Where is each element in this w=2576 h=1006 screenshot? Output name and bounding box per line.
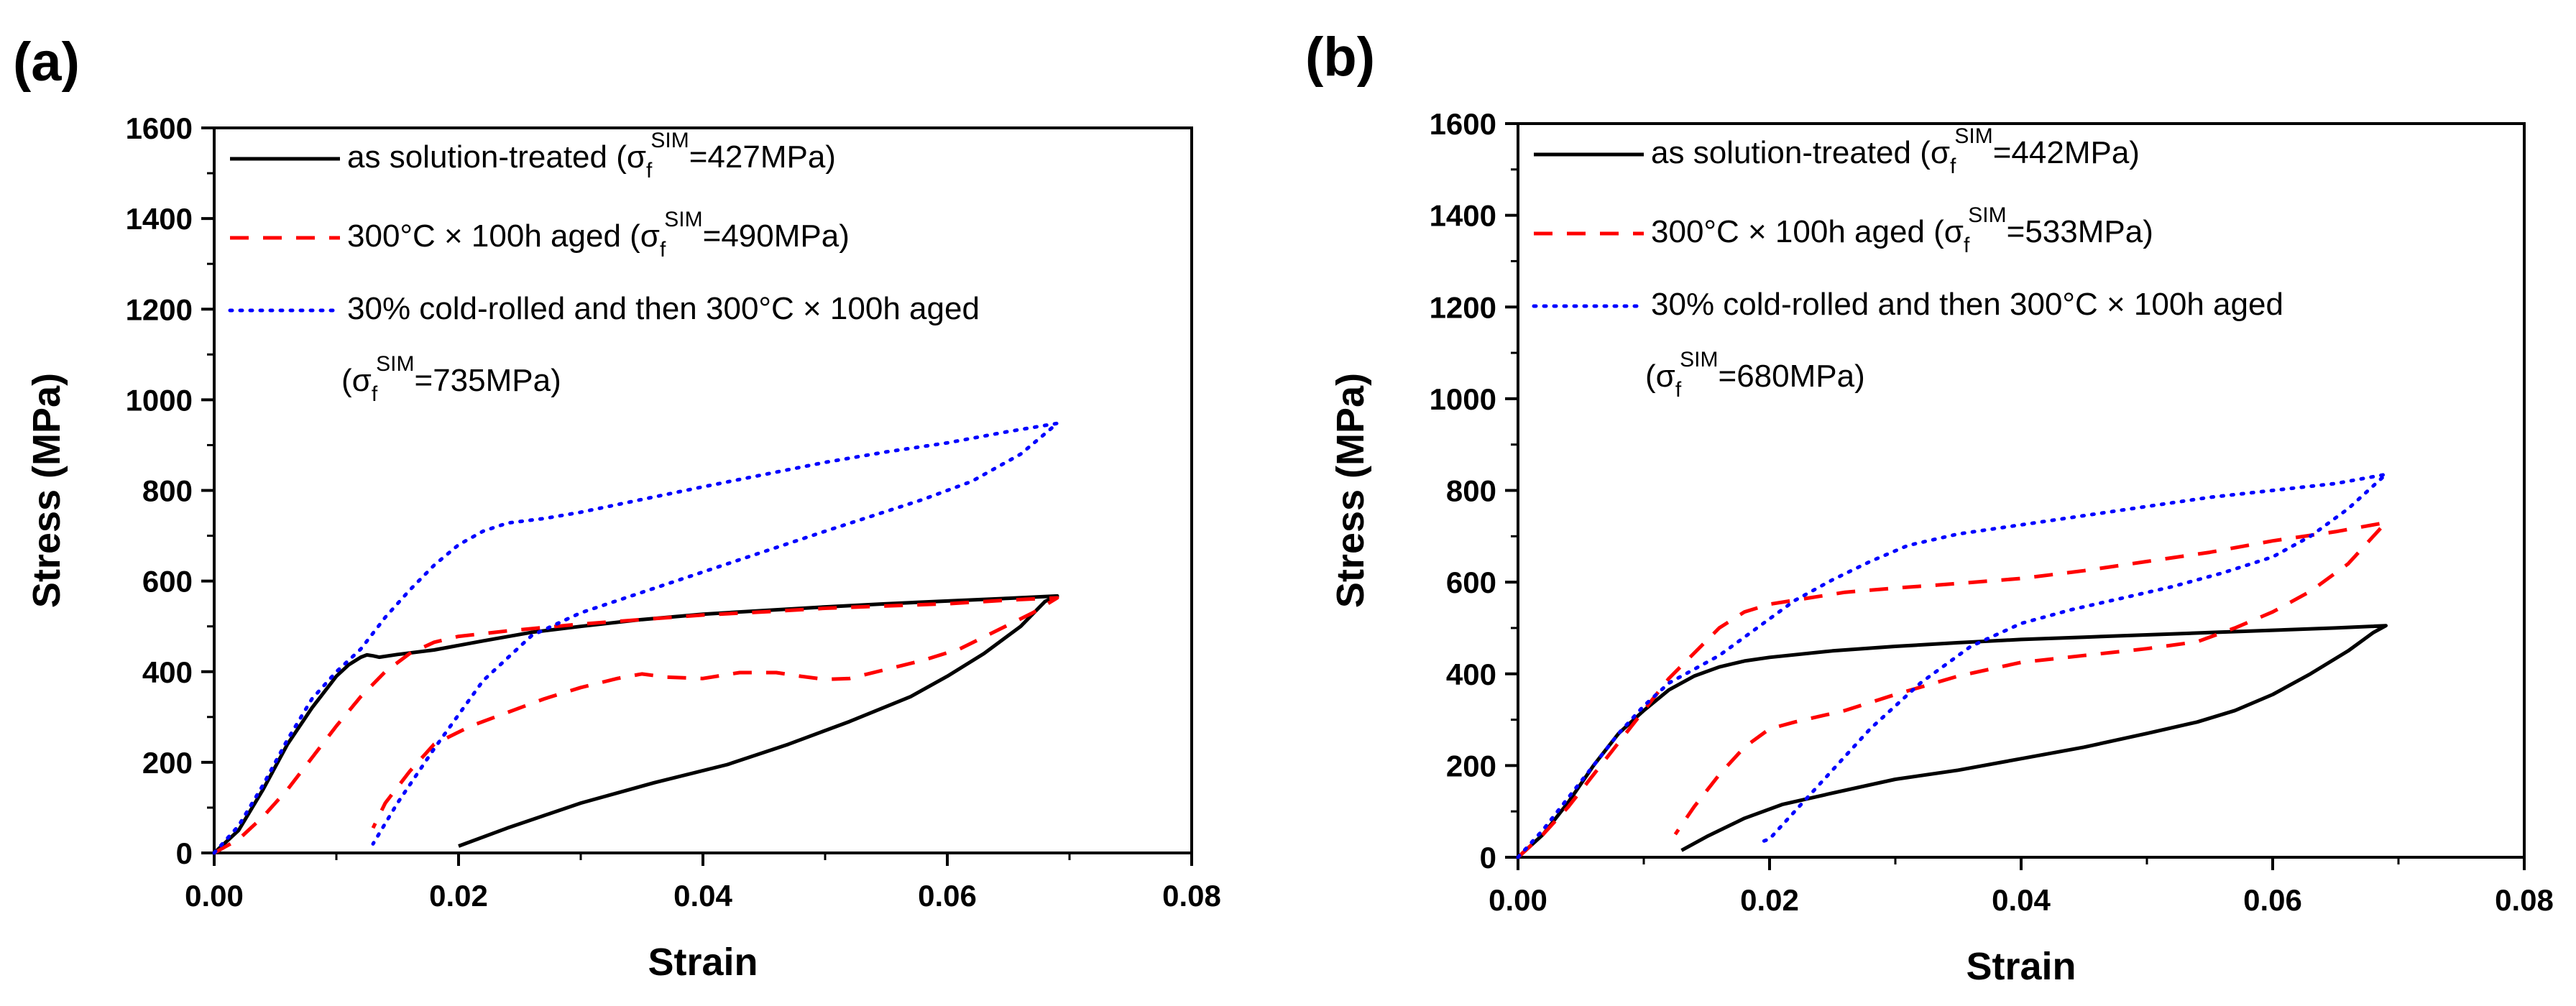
x-tick-label: 0.02 bbox=[429, 879, 488, 913]
legend-superscript: SIM bbox=[376, 352, 414, 376]
y-tick-label: 1400 bbox=[126, 202, 193, 236]
legend-value: =427MPa) bbox=[689, 139, 836, 175]
legend-text: 30% cold-rolled and then 300°C × 100h ag… bbox=[1651, 287, 2283, 322]
y-tick-label: 1600 bbox=[1430, 107, 1496, 141]
legend-value: =442MPa) bbox=[1993, 135, 2140, 170]
legend-value: =490MPa) bbox=[703, 218, 850, 254]
y-tick-label: 800 bbox=[1446, 474, 1496, 508]
series-line-1 bbox=[1517, 624, 2388, 859]
legend-value: =735MPa) bbox=[415, 363, 561, 398]
legend-entry-3: 30% cold-rolled and then 300°C × 100h ag… bbox=[347, 291, 980, 326]
x-tick-label: 0.08 bbox=[2495, 883, 2554, 917]
y-tick-label: 0 bbox=[1480, 841, 1496, 875]
series-line-3 bbox=[212, 421, 1059, 855]
y-tick-label: 1000 bbox=[1430, 382, 1496, 416]
legend-superscript: SIM bbox=[650, 129, 689, 152]
series-line-2 bbox=[1517, 520, 2388, 859]
y-tick-label: 400 bbox=[1446, 657, 1496, 691]
y-tick-label: 200 bbox=[1446, 749, 1496, 783]
legend-text: (σ bbox=[341, 363, 372, 398]
legend-subscript: f bbox=[660, 238, 666, 262]
legend-subscript: f bbox=[372, 382, 378, 406]
legend-text: 300°C × 100h aged (σ bbox=[347, 218, 660, 254]
series-line-3 bbox=[1516, 472, 2388, 859]
legend-text: (σ bbox=[1645, 359, 1675, 394]
y-tick-label: 1600 bbox=[126, 111, 193, 145]
x-tick-label: 0.00 bbox=[185, 879, 244, 913]
legend-text: as solution-treated (σ bbox=[1651, 135, 1950, 170]
legend-superscript: SIM bbox=[664, 208, 702, 231]
legend-value: =533MPa) bbox=[2007, 214, 2153, 249]
y-axis-label: Stress (MPa) bbox=[25, 373, 68, 608]
x-tick-label: 0.04 bbox=[1992, 883, 2051, 917]
panel-label: (a) bbox=[13, 32, 80, 93]
chart-panel-1: (a) 0 200 400 600 800 1000 1200 1400 1600 0.00 0.02… bbox=[13, 32, 1221, 984]
x-tick-label: 0.04 bbox=[673, 879, 732, 913]
x-axis-label: Strain bbox=[1966, 945, 2076, 988]
y-tick-label: 600 bbox=[1446, 566, 1496, 599]
legend-subscript: f bbox=[1950, 154, 1956, 178]
legend-superscript: SIM bbox=[1954, 124, 1992, 148]
x-tick-label: 0.06 bbox=[918, 879, 977, 913]
legend-entry-3: 30% cold-rolled and then 300°C × 100h ag… bbox=[1651, 287, 2283, 322]
legend-entry-1: as solution-treated (σf SIM=442MPa) bbox=[1651, 124, 2140, 178]
series-line-1 bbox=[213, 594, 1059, 854]
legend-entry-1: as solution-treated (σf SIM=427MPa) bbox=[347, 129, 836, 183]
y-tick-label: 600 bbox=[142, 565, 193, 599]
y-tick-label: 1200 bbox=[126, 292, 193, 326]
x-tick-label: 0.02 bbox=[1740, 883, 1799, 917]
x-tick-label: 0.08 bbox=[1162, 879, 1221, 913]
legend-subscript: f bbox=[1964, 234, 1970, 257]
panel-label: (b) bbox=[1305, 27, 1375, 88]
legend-entry-2: 300°C × 100h aged (σf SIM=490MPa) bbox=[347, 208, 850, 262]
x-tick-label: 0.00 bbox=[1489, 883, 1547, 917]
y-tick-label: 0 bbox=[176, 836, 193, 870]
legend-entry-3-line2: (σf SIM=680MPa) bbox=[1645, 348, 1865, 402]
legend-entry-3-line2: (σf SIM=735MPa) bbox=[341, 352, 561, 406]
legend-entry-2: 300°C × 100h aged (σf SIM=533MPa) bbox=[1651, 203, 2153, 257]
legend-text: 300°C × 100h aged (σ bbox=[1651, 214, 1964, 249]
chart-panel-2: (b) 0 200 400 600 800 1000 1200 1400 1600 0.00 0.02… bbox=[1305, 27, 2554, 988]
legend-subscript: f bbox=[1675, 378, 1682, 402]
y-tick-label: 800 bbox=[142, 474, 193, 508]
series-line-2 bbox=[213, 596, 1059, 855]
x-tick-label: 0.06 bbox=[2243, 883, 2302, 917]
y-tick-label: 1400 bbox=[1430, 199, 1496, 233]
legend-superscript: SIM bbox=[1680, 348, 1718, 372]
x-axis-label: Strain bbox=[648, 941, 758, 984]
legend-text: 30% cold-rolled and then 300°C × 100h ag… bbox=[347, 291, 980, 326]
legend-subscript: f bbox=[646, 159, 653, 183]
legend-value: =680MPa) bbox=[1719, 359, 1865, 394]
y-tick-label: 200 bbox=[142, 746, 193, 780]
y-tick-label: 400 bbox=[142, 655, 193, 689]
legend-superscript: SIM bbox=[1968, 203, 2006, 227]
y-tick-label: 1000 bbox=[126, 383, 193, 417]
y-tick-label: 1200 bbox=[1430, 290, 1496, 324]
y-axis-label: Stress (MPa) bbox=[1329, 373, 1372, 608]
legend-text: as solution-treated (σ bbox=[347, 139, 646, 175]
